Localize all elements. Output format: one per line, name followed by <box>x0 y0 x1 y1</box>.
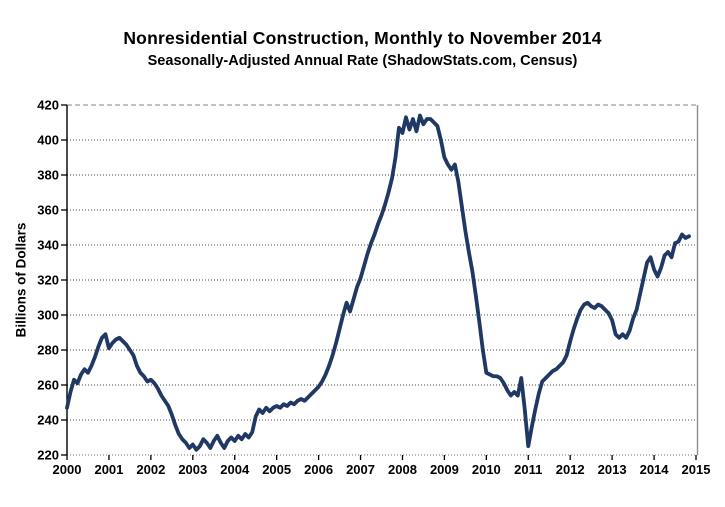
chart-subtitle: Seasonally-Adjusted Annual Rate (ShadowS… <box>147 53 578 69</box>
data-line <box>65 113 691 452</box>
y-tick-label: 300 <box>37 308 59 323</box>
x-tick-label: 2011 <box>514 462 542 477</box>
chart-title: Nonresidential Construction, Monthly to … <box>123 28 602 48</box>
x-tick-label: 2007 <box>346 462 375 477</box>
y-tick-label: 340 <box>37 238 59 253</box>
x-tick-label: 2014 <box>640 462 670 477</box>
x-tick-label: 2000 <box>53 462 82 477</box>
x-tick-label: 2005 <box>262 462 291 477</box>
x-tick-label: 2015 <box>682 462 711 477</box>
x-tick-label: 2009 <box>430 462 459 477</box>
y-tick-label: 260 <box>37 378 59 393</box>
y-tick-label: 280 <box>37 343 59 358</box>
x-tick-label: 2013 <box>598 462 627 477</box>
x-tick-label: 2003 <box>178 462 207 477</box>
x-tick-label: 2012 <box>556 462 585 477</box>
x-tick-label: 2010 <box>472 462 501 477</box>
y-tick-label: 240 <box>37 413 59 428</box>
y-tick-label: 360 <box>37 203 59 218</box>
y-tick-label: 220 <box>37 448 59 463</box>
x-tick-label: 2004 <box>220 462 250 477</box>
y-tick-label: 380 <box>37 168 59 183</box>
x-tick-label: 2001 <box>94 462 123 477</box>
x-tick-label: 2006 <box>304 462 333 477</box>
y-tick-label: 320 <box>37 273 59 288</box>
x-tick-label: 2002 <box>136 462 165 477</box>
y-tick-label: 420 <box>37 98 59 113</box>
y-tick-label: 400 <box>37 133 59 148</box>
x-tick-label: 2008 <box>388 462 417 477</box>
